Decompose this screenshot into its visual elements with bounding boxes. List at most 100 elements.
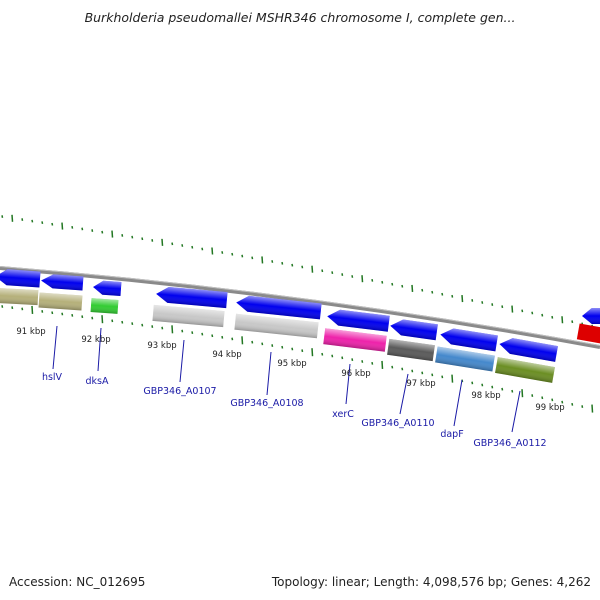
minor-tick (111, 319, 114, 323)
major-tick (561, 316, 564, 324)
minor-tick (381, 280, 384, 284)
strand-arrow[interactable] (155, 286, 228, 309)
minor-tick (291, 347, 294, 351)
map-title: Burkholderia pseudomallei MSHR346 chromo… (84, 10, 516, 25)
minor-tick (131, 322, 134, 326)
minor-tick (201, 247, 204, 251)
minor-tick (301, 265, 304, 269)
scale-label: 94 kbp (212, 350, 241, 360)
label-leader-line (266, 351, 272, 396)
strand-arrow[interactable] (582, 308, 600, 324)
major-tick (61, 222, 64, 230)
strand-arrow-shading (93, 280, 122, 296)
gene-labels: hslV dksA GBP346_A0107 GBP346_A0108 xerC GBP3… (42, 372, 547, 449)
minor-tick (181, 244, 184, 247)
scale-label: 96 kbp (341, 369, 370, 379)
minor-tick (121, 320, 124, 324)
gene-block-hslV[interactable] (0, 287, 39, 306)
minor-tick (301, 349, 304, 353)
major-tick (241, 336, 244, 345)
strand-arrow-shading (156, 286, 228, 309)
minor-tick (1, 305, 4, 308)
minor-tick (211, 334, 214, 338)
gene-block-shading (0, 287, 39, 306)
minor-tick (11, 306, 14, 310)
minor-tick (391, 282, 394, 286)
major-tick (171, 325, 174, 334)
strand-arrow[interactable] (93, 280, 122, 296)
minor-tick (181, 329, 184, 333)
minor-tick (421, 371, 424, 375)
gene-label-dksA[interactable]: dksA (86, 376, 109, 387)
minor-tick (341, 356, 344, 360)
strand-arrow-shading (582, 308, 600, 324)
minor-tick (141, 323, 144, 327)
gene-block-GBP346_A0112[interactable] (495, 357, 555, 383)
gene-label-dapF[interactable]: dapF (440, 429, 463, 440)
strand-arrow[interactable] (235, 295, 322, 320)
gene-block-dapF[interactable] (435, 346, 495, 372)
scale-label: 95 kbp (277, 359, 306, 369)
minor-tick (431, 373, 434, 377)
gene-block-xerC[interactable] (323, 328, 387, 352)
minor-tick (531, 394, 534, 397)
gene-label-GBP346_A0112[interactable]: GBP346_A0112 (473, 438, 546, 449)
minor-tick (41, 221, 44, 225)
minor-tick (101, 230, 104, 234)
gene-block-GBP346_A0110[interactable] (387, 338, 435, 362)
minor-tick (561, 400, 564, 404)
scale-label: 93 kbp (147, 341, 176, 351)
outer-scale-ticks (1, 214, 594, 328)
strand-arrow-shading (499, 338, 558, 362)
strand-arrow[interactable] (0, 268, 41, 288)
minor-tick (131, 235, 134, 239)
strand-arrow-shading (236, 295, 322, 320)
gene-label-hslV[interactable]: hslV (42, 372, 63, 383)
minor-tick (41, 310, 44, 313)
gene-block-shading (435, 346, 495, 372)
inner-scale-ticks (1, 305, 594, 413)
strand-arrow[interactable] (389, 318, 438, 341)
minor-tick (441, 292, 444, 296)
minor-tick (61, 312, 64, 316)
label-leader-line (179, 339, 185, 383)
minor-tick (151, 239, 154, 242)
gene-block-hslV[interactable] (38, 292, 83, 311)
minor-tick (81, 315, 84, 319)
gene-block-dksA[interactable] (90, 298, 119, 314)
gene-block-unlabeled[interactable] (576, 323, 600, 345)
major-tick (211, 247, 214, 255)
strand-arrow[interactable] (41, 274, 84, 291)
strand-arrow-shading (41, 274, 84, 291)
minor-tick (321, 352, 324, 356)
label-leader-line (52, 325, 58, 370)
scale-labels: 91 kbp 92 kbp 93 kbp 94 kbp 95 kbp 96 kbp 97 k… (16, 327, 564, 413)
label-leader-line (97, 327, 102, 372)
gene-label-GBP346_A0107[interactable]: GBP346_A0107 (143, 386, 216, 397)
minor-tick (21, 218, 24, 221)
minor-tick (391, 365, 394, 369)
minor-tick (481, 383, 484, 387)
gene-label-GBP346_A0108[interactable]: GBP346_A0108 (230, 398, 303, 409)
minor-tick (31, 219, 34, 223)
strand-arrow[interactable] (498, 336, 558, 362)
strand-arrow-shading (390, 319, 438, 341)
gene-block-GBP346_A0107[interactable] (152, 304, 225, 328)
scale-label: 91 kbp (16, 327, 45, 337)
strand-arrow[interactable] (326, 308, 390, 332)
strand-arrow[interactable] (439, 327, 498, 352)
major-tick (591, 404, 594, 413)
minor-tick (261, 342, 264, 346)
genome-summary-label: Topology: linear; Length: 4,098,576 bp; … (271, 575, 591, 589)
gene-label-GBP346_A0110[interactable]: GBP346_A0110 (361, 418, 434, 429)
minor-tick (441, 375, 444, 379)
major-tick (111, 230, 114, 238)
scale-label: 97 kbp (406, 379, 435, 389)
scale-label: 98 kbp (471, 391, 500, 401)
minor-tick (251, 340, 254, 344)
minor-tick (431, 290, 434, 294)
gene-block-GBP346_A0108[interactable] (234, 313, 319, 339)
gene-label-xerC[interactable]: xerC (332, 409, 354, 420)
major-tick (101, 315, 104, 324)
